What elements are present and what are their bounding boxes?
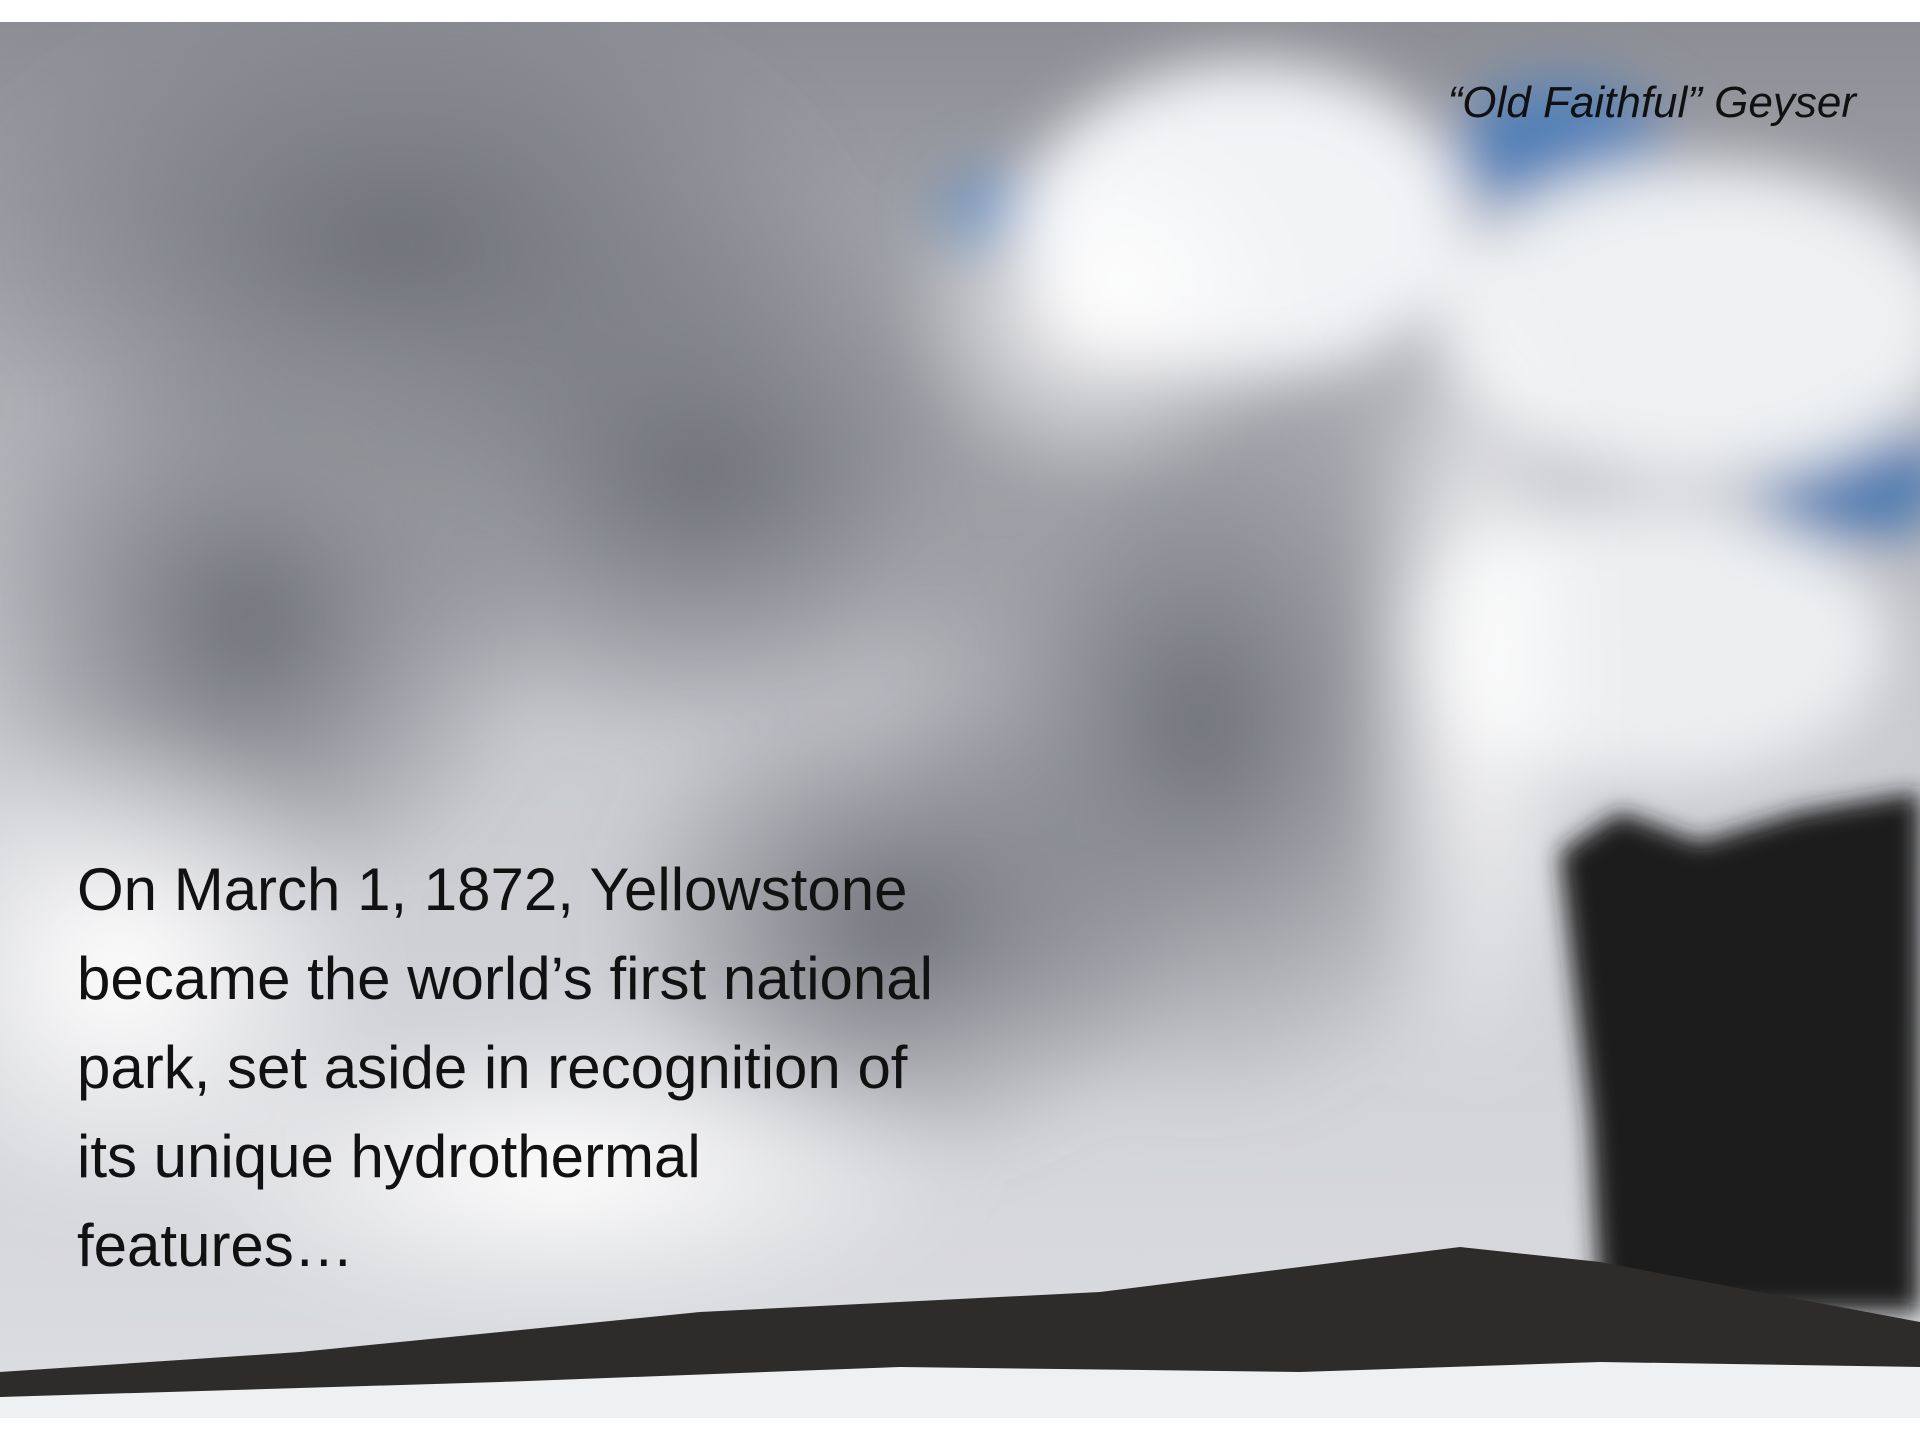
forest (1560, 792, 1920, 1312)
photo-caption: “Old Faithful” Geyser (1448, 78, 1856, 128)
body-line: On March 1, 1872, Yellowstone (77, 845, 933, 934)
body-line: became the world’s first national (77, 934, 933, 1023)
body-line: its unique hydrothermal (77, 1112, 933, 1201)
body-line: park, set aside in recognition of (77, 1023, 933, 1112)
page: “Old Faithful” Geyser On March 1, 1872, … (0, 0, 1920, 1440)
body-line: features… (77, 1201, 933, 1290)
